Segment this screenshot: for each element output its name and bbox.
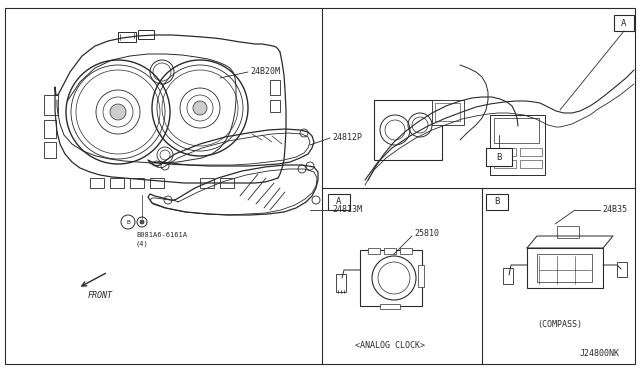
Bar: [486, 148, 512, 166]
Text: B: B: [126, 219, 130, 224]
Bar: [400, 248, 412, 254]
Text: A: A: [336, 198, 342, 206]
Bar: [328, 194, 350, 210]
Bar: [418, 265, 424, 287]
Bar: [374, 100, 442, 160]
Text: 24B20M: 24B20M: [250, 67, 280, 77]
Text: 24812P: 24812P: [332, 134, 362, 142]
Bar: [520, 160, 542, 168]
Text: B: B: [494, 198, 500, 206]
Bar: [150, 178, 164, 188]
Bar: [557, 226, 579, 238]
Bar: [486, 194, 508, 210]
Bar: [368, 248, 380, 254]
Bar: [138, 30, 154, 39]
Circle shape: [193, 101, 207, 115]
Bar: [118, 32, 136, 42]
Circle shape: [140, 220, 144, 224]
Text: <ANALOG CLOCK>: <ANALOG CLOCK>: [355, 340, 425, 350]
Bar: [220, 178, 234, 188]
Bar: [90, 178, 104, 188]
Bar: [527, 248, 603, 288]
Bar: [270, 80, 280, 95]
Bar: [380, 304, 400, 309]
Bar: [520, 148, 542, 156]
Bar: [130, 178, 144, 188]
Text: A: A: [621, 19, 627, 28]
Bar: [200, 178, 214, 188]
Bar: [44, 142, 56, 158]
Bar: [336, 274, 346, 292]
Bar: [360, 250, 422, 306]
Bar: [490, 115, 545, 175]
Bar: [494, 118, 539, 143]
Bar: [270, 100, 280, 112]
Text: 24813M: 24813M: [332, 205, 362, 215]
Circle shape: [110, 104, 126, 120]
Bar: [44, 120, 56, 138]
Bar: [44, 95, 58, 115]
Text: (COMPASS): (COMPASS): [538, 321, 582, 330]
Text: FRONT: FRONT: [88, 292, 113, 301]
Bar: [110, 178, 124, 188]
Bar: [435, 103, 460, 121]
Text: B: B: [496, 153, 502, 161]
Text: 24B35: 24B35: [602, 205, 627, 215]
Text: (4): (4): [136, 241, 148, 247]
Bar: [384, 248, 396, 254]
Text: 25810: 25810: [414, 230, 439, 238]
Bar: [494, 148, 516, 156]
Text: B081A6-6161A: B081A6-6161A: [136, 232, 187, 238]
Bar: [432, 100, 464, 125]
Text: J24800NK: J24800NK: [580, 350, 620, 359]
Bar: [494, 160, 516, 168]
Bar: [503, 268, 513, 284]
Bar: [537, 254, 592, 282]
Bar: [617, 262, 627, 277]
Bar: [614, 15, 634, 31]
